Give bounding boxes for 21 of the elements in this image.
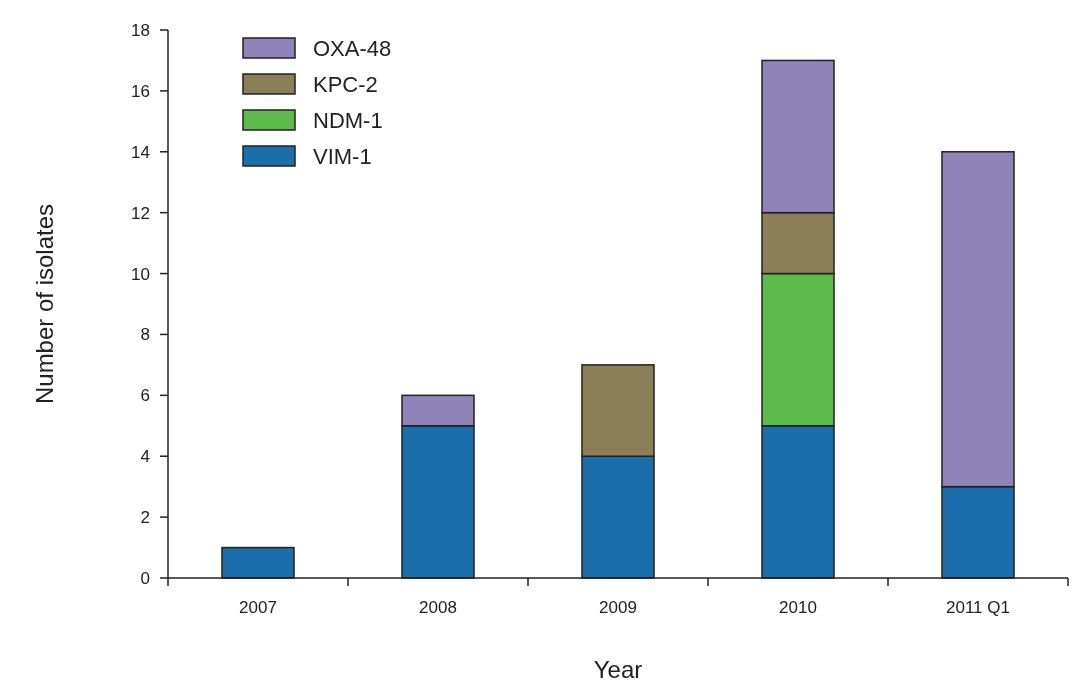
- x-tick-label: 2007: [239, 598, 277, 617]
- legend-label: NDM-1: [313, 107, 383, 133]
- x-axis-title: Year: [593, 656, 643, 683]
- y-tick-label: 4: [140, 447, 150, 467]
- y-tick-label: 12: [131, 203, 150, 223]
- legend-label: KPC-2: [313, 71, 378, 97]
- x-tick-label: 2009: [599, 598, 637, 617]
- legend-label: VIM-1: [313, 143, 372, 169]
- y-tick-label: 18: [131, 20, 150, 40]
- y-tick-label: 6: [140, 386, 150, 406]
- y-tick-label: 8: [140, 325, 150, 345]
- y-tick-label: 14: [131, 142, 150, 162]
- y-tick-label: 16: [131, 81, 150, 101]
- y-tick-label: 10: [131, 264, 150, 284]
- x-tick-label: 2010: [779, 598, 817, 617]
- y-axis-title: Number of isolates: [31, 203, 58, 405]
- y-tick-label: 2: [140, 508, 150, 528]
- legend-label: OXA-48: [313, 35, 392, 61]
- y-tick-label: 0: [140, 568, 150, 588]
- x-tick-label: 2011 Q1: [946, 598, 1010, 617]
- x-tick-label: 2008: [419, 598, 457, 617]
